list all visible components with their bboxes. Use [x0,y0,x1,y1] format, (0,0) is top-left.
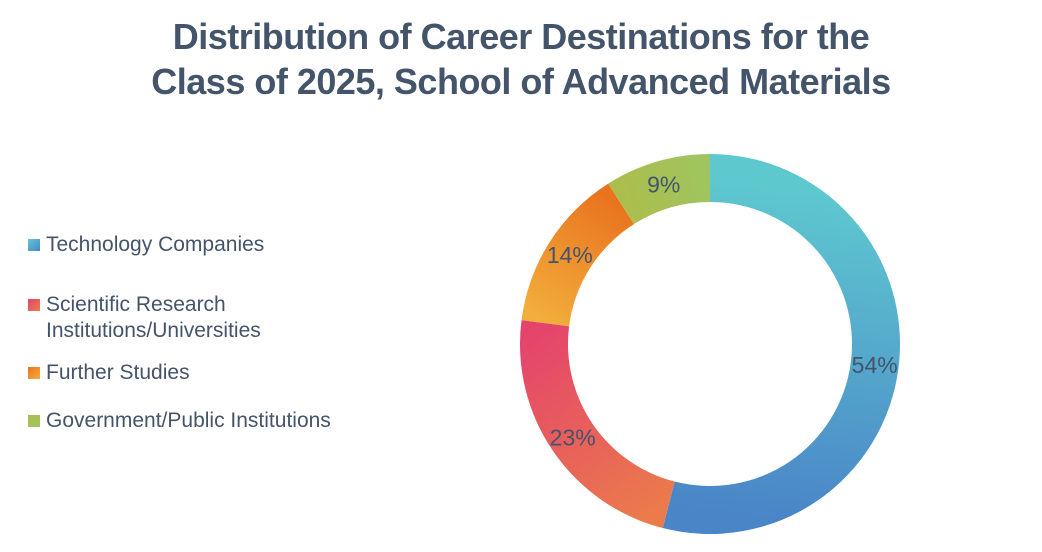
legend-swatch-icon [28,415,40,427]
legend-label: Technology Companies [46,233,265,256]
legend-label: Government/Public Institutions [46,409,331,432]
pie-slice-government-public-institutions [608,154,710,225]
pie-slice-further-studies [521,183,634,327]
legend-label: Scientific Research Institutions/Univers… [46,293,261,342]
slice-data-label-scientific-research-institutions-universities: 23% [550,424,596,450]
slice-data-label-further-studies: 14% [547,242,593,268]
legend-item-scientific-research-institutions-universities: Scientific Research Institutions/Univers… [28,292,388,344]
slice-data-label-technology-companies: 54% [852,352,898,378]
legend-swatch-icon [28,367,40,379]
chart-title-line-2: Class of 2025, School of Advanced Materi… [151,61,891,102]
chart-title-line-1: Distribution of Career Destinations for … [172,16,870,57]
chart-title: Distribution of Career Destinations for … [0,14,1042,104]
legend-swatch-icon [28,299,40,311]
legend-item-further-studies: Further Studies [28,360,388,386]
chart-legend: Technology Companies Scientific Research … [28,232,388,434]
slice-data-label-government-public-institutions: 9% [647,172,680,198]
legend-item-technology-companies: Technology Companies [28,232,388,258]
pie-slice-technology-companies [662,154,900,534]
donut-chart: 54% 23% 14% 9% [520,154,900,534]
pie-slice-scientific-research-institutions-universities [520,320,675,529]
legend-swatch-icon [28,239,40,251]
legend-label: Further Studies [46,361,190,384]
legend-item-government-public-institutions: Government/Public Institutions [28,408,388,434]
